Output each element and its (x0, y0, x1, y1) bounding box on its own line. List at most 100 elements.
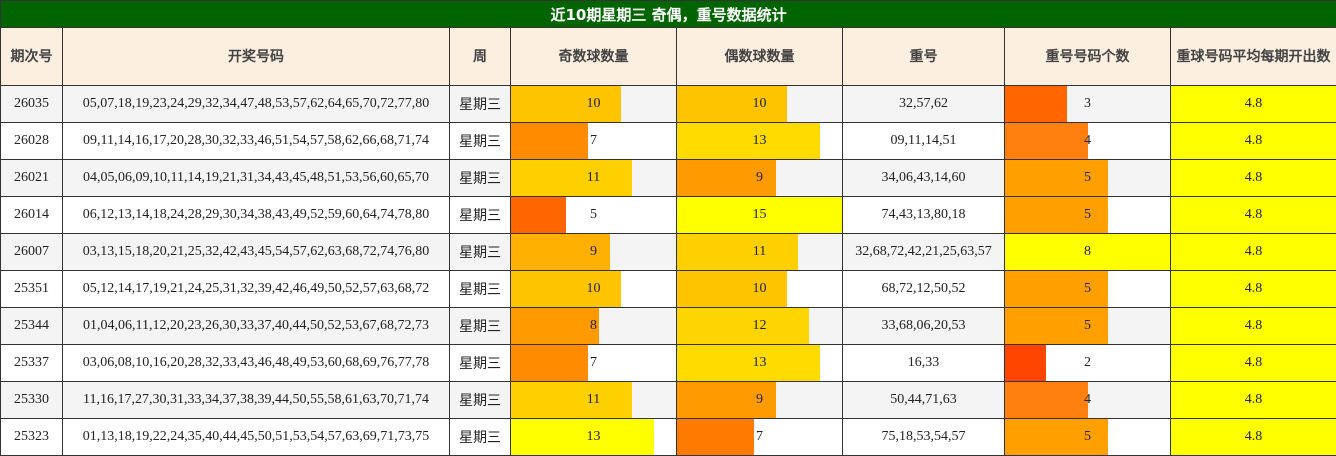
even-count-cell: 7 (677, 419, 843, 456)
odd-count-cell-value: 11 (587, 170, 600, 185)
odd-count-cell: 11 (511, 382, 677, 419)
odd-count-cell-value: 8 (590, 318, 597, 333)
repeat-count-cell-value: 5 (1084, 170, 1091, 185)
odd-count-cell: 9 (511, 234, 677, 271)
repeat-numbers-cell: 16,33 (843, 345, 1005, 382)
odd-count-cell: 7 (511, 345, 677, 382)
repeat-count-cell-bar (1005, 345, 1046, 381)
avg-repeat-cell: 4.8 (1171, 271, 1336, 308)
repeat-count-cell: 4 (1005, 123, 1171, 160)
odd-count-cell-bar (511, 197, 566, 233)
repeat-count-cell: 4 (1005, 382, 1171, 419)
odd-count-cell: 11 (511, 160, 677, 197)
header-numbers: 开奖号码 (63, 28, 450, 86)
even-count-cell-value: 7 (756, 429, 763, 444)
header-week: 周 (450, 28, 511, 86)
issue-cell: 26021 (1, 160, 63, 197)
avg-repeat-cell: 4.8 (1171, 234, 1336, 271)
header-repeat-count: 重号号码个数 (1005, 28, 1171, 86)
even-count-cell-value: 15 (753, 207, 767, 222)
odd-count-cell: 10 (511, 86, 677, 123)
week-cell: 星期三 (450, 86, 511, 123)
header-repeat-numbers: 重号 (843, 28, 1005, 86)
issue-cell: 25337 (1, 345, 63, 382)
repeat-count-cell-bar (1005, 419, 1108, 455)
issue-cell: 26014 (1, 197, 63, 234)
even-count-cell-bar (677, 234, 798, 270)
repeat-count-cell-value: 5 (1084, 281, 1091, 296)
header-issue: 期次号 (1, 28, 63, 86)
even-count-cell-value: 13 (753, 355, 767, 370)
repeat-count-cell-bar (1005, 271, 1108, 307)
numbers-cell: 11,16,17,27,30,31,33,34,37,38,39,44,50,5… (63, 382, 450, 419)
repeat-count-cell-value: 5 (1084, 207, 1091, 222)
repeat-count-cell-value: 8 (1084, 244, 1091, 259)
odd-count-cell-value: 13 (587, 429, 601, 444)
issue-cell: 26035 (1, 86, 63, 123)
odd-count-cell-bar (511, 382, 632, 418)
even-count-cell-bar (677, 123, 820, 159)
repeat-count-cell-value: 5 (1084, 318, 1091, 333)
avg-repeat-cell: 4.8 (1171, 160, 1336, 197)
header-avg-repeat: 重球号码平均每期开出数 (1171, 28, 1336, 86)
week-cell: 星期三 (450, 234, 511, 271)
even-count-cell: 9 (677, 382, 843, 419)
numbers-cell: 05,12,14,17,19,21,24,25,31,32,39,42,46,4… (63, 271, 450, 308)
repeat-numbers-cell: 09,11,14,51 (843, 123, 1005, 160)
numbers-cell: 09,11,14,16,17,20,28,30,32,33,46,51,54,5… (63, 123, 450, 160)
repeat-numbers-cell: 74,43,13,80,18 (843, 197, 1005, 234)
odd-count-cell-value: 10 (587, 281, 601, 296)
even-count-cell-value: 10 (753, 281, 767, 296)
odd-count-cell-value: 7 (590, 133, 597, 148)
even-count-cell-bar (677, 419, 754, 455)
repeat-count-cell-bar (1005, 86, 1067, 122)
repeat-count-cell-bar (1005, 308, 1108, 344)
repeat-count-cell: 5 (1005, 271, 1171, 308)
week-cell: 星期三 (450, 382, 511, 419)
even-count-cell-bar (677, 308, 809, 344)
repeat-count-cell-value: 2 (1084, 355, 1091, 370)
odd-count-cell-bar (511, 123, 588, 159)
odd-count-cell-bar (511, 345, 588, 381)
repeat-count-cell-bar (1005, 197, 1108, 233)
even-count-cell-bar (677, 86, 787, 122)
even-count-cell: 13 (677, 123, 843, 160)
even-count-cell: 10 (677, 271, 843, 308)
odd-count-cell-value: 11 (587, 392, 600, 407)
repeat-count-cell-bar (1005, 382, 1088, 418)
odd-count-cell: 8 (511, 308, 677, 345)
odd-count-cell-bar (511, 308, 599, 344)
repeat-numbers-cell: 33,68,06,20,53 (843, 308, 1005, 345)
repeat-count-cell-value: 4 (1084, 133, 1091, 148)
even-count-cell: 10 (677, 86, 843, 123)
odd-count-cell-value: 10 (587, 96, 601, 111)
numbers-cell: 06,12,13,14,18,24,28,29,30,34,38,43,49,5… (63, 197, 450, 234)
odd-count-cell: 5 (511, 197, 677, 234)
avg-repeat-cell: 4.8 (1171, 419, 1336, 456)
numbers-cell: 05,07,18,19,23,24,29,32,34,47,48,53,57,6… (63, 86, 450, 123)
even-count-cell-value: 13 (753, 133, 767, 148)
even-count-cell: 15 (677, 197, 843, 234)
avg-repeat-cell: 4.8 (1171, 382, 1336, 419)
repeat-count-cell: 5 (1005, 160, 1171, 197)
even-count-cell: 9 (677, 160, 843, 197)
week-cell: 星期三 (450, 123, 511, 160)
table-title: 近10期星期三 奇偶，重号数据统计 (1, 1, 1336, 28)
repeat-count-cell-bar (1005, 123, 1088, 159)
header-even-count: 偶数球数量 (677, 28, 843, 86)
repeat-numbers-cell: 75,18,53,54,57 (843, 419, 1005, 456)
repeat-count-cell: 5 (1005, 197, 1171, 234)
header-odd-count: 奇数球数量 (511, 28, 677, 86)
even-count-cell-value: 11 (753, 244, 766, 259)
issue-cell: 25344 (1, 308, 63, 345)
